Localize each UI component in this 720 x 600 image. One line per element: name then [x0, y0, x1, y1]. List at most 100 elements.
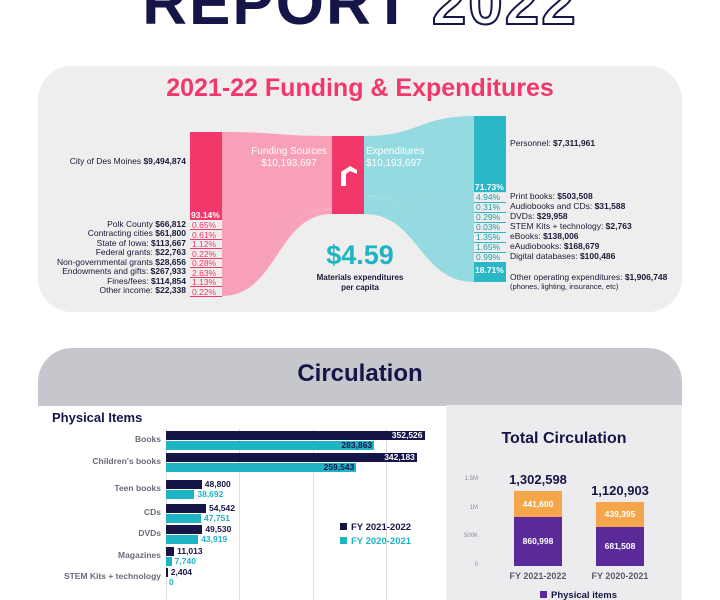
source-pct: 0.65% — [192, 220, 217, 230]
category-label: STEM Kits + technology — [63, 571, 161, 581]
category-label: Children's books — [92, 455, 161, 466]
source-name: Contracting cities — [87, 228, 156, 239]
report-title-solid: REPORT — [142, 0, 413, 38]
source-amount: $61,800 — [155, 228, 186, 239]
bar — [166, 490, 195, 499]
bar-value-label: 2,404 — [170, 567, 193, 577]
source-name: Polk County — [107, 218, 156, 229]
bar-value-label: 283,863 — [341, 440, 373, 450]
other-operating-bar — [474, 262, 506, 282]
grid-line — [239, 429, 241, 600]
expenditure-pct-underline — [474, 241, 506, 243]
stacked-bar-segment — [514, 516, 562, 566]
expenditure-pct: 4.94% — [476, 192, 501, 203]
bar-value-label: 54,542 — [208, 502, 235, 513]
expenditure-pct: 1.65% — [476, 242, 501, 253]
sankey-expenditure-flow — [364, 199, 474, 282]
legend-label: Physical items — [551, 590, 618, 600]
funding-title: 2021-22 Funding & Expenditures — [166, 74, 554, 102]
bar — [166, 480, 202, 489]
per-capita-label-2: per capita — [341, 283, 379, 292]
total-legend-item: Physical items — [540, 590, 617, 600]
source-amount: $28,656 — [155, 256, 186, 267]
sankey-expenditure-flow — [364, 116, 474, 193]
expenditure-pct-underline — [474, 201, 506, 203]
sankey-source-flow — [222, 209, 332, 239]
bar — [166, 452, 417, 462]
expenditure-label: Other operating expenditures: $1,906,748… — [510, 272, 667, 291]
per-capita-label-1: Materials expenditures — [316, 273, 404, 282]
source-name: Endowments and gifts: — [62, 266, 151, 277]
expenditure-pct-underline — [474, 221, 506, 223]
source-label: Endowments and gifts: $267,933 — [62, 266, 186, 276]
bar-value-label: 11,013 — [177, 545, 203, 556]
source-amount: $22,338 — [155, 285, 186, 296]
source-name: Non-governmental grants — [56, 256, 156, 267]
source-name: Fines/fees: — [107, 275, 152, 286]
bar-value-label: 259,543 — [323, 461, 355, 472]
source-label: Non-governmental grants $28,656 — [57, 257, 186, 267]
expenditure-name: DVDs: — [510, 211, 537, 222]
sankey-expenditure-flow — [364, 191, 474, 203]
source-pct: 1.12% — [192, 239, 217, 249]
source-pct-underline — [190, 229, 222, 230]
sankey-source-flow — [222, 210, 332, 277]
source-pct: 0.28% — [192, 258, 217, 268]
grid-line — [312, 429, 314, 600]
source-pct-underline — [190, 286, 222, 287]
sankey-expenditure-flow — [364, 197, 474, 253]
bar-value-label: 0 — [169, 577, 174, 587]
bar-value-label: 49,530 — [205, 524, 232, 534]
expenditure-name: eBooks: — [510, 231, 544, 242]
legend-label: FY 2021-2022 — [351, 522, 412, 533]
circulation-header — [38, 348, 682, 406]
bar — [166, 503, 206, 513]
expenditure-amount: $29,958 — [536, 211, 568, 222]
bar-value-label: 38,692 — [197, 489, 224, 499]
bar — [166, 513, 202, 523]
expenditure-label: Audiobooks and CDs: $31,588 — [510, 201, 625, 211]
source-label: City of Des Moines $9,494,874 — [70, 156, 186, 166]
expenditures-label: Expenditures — [366, 146, 425, 157]
source-name: State of Iowa: — [96, 237, 152, 248]
y-tick-label: 500K — [463, 533, 478, 540]
x-category-label: FY 2021-2022 — [509, 571, 567, 581]
report-title: REPORT 2022 — [0, 0, 720, 39]
category-label: CDs — [143, 506, 161, 517]
personnel-bar — [474, 116, 506, 193]
sankey-expenditure-flow — [364, 196, 474, 223]
source-name: Other income: — [99, 285, 156, 296]
sankey-source-flow — [222, 209, 332, 249]
expenditure-label: Digital databases: $100,486 — [510, 251, 615, 261]
source-label: Contracting cities $61,800 — [88, 228, 186, 238]
segment-value-label: 439,395 — [604, 509, 636, 520]
category-label: Magazines — [118, 549, 161, 560]
bar-value-label: 43,919 — [201, 534, 228, 544]
expenditure-name: Print books: — [510, 191, 558, 202]
bar — [166, 568, 168, 577]
source-pct-underline — [190, 276, 222, 278]
legend-item: FY 2020-2021 — [340, 536, 411, 547]
bar — [166, 546, 175, 556]
sankey-expenditure-flow — [364, 196, 474, 243]
source-label: Fines/fees: $114,854 — [107, 276, 186, 286]
expenditure-pct-underline — [474, 211, 506, 213]
source-name: Federal grants: — [95, 247, 156, 258]
expenditure-pct-underline — [474, 261, 506, 263]
expenditure-pct: 0.31% — [476, 202, 501, 213]
center-node — [332, 136, 364, 214]
sankey-source-flow — [222, 212, 332, 287]
expenditure-note: (phones, lighting, insurance, etc) — [510, 282, 619, 292]
report-title-year: 2022 — [431, 0, 578, 39]
bar-value-label: 7,740 — [174, 555, 196, 566]
sankey-source-flow — [222, 210, 332, 258]
source-name: City of Des Moines — [69, 156, 144, 166]
source-label: State of Iowa: $113,667 — [97, 238, 186, 248]
bar-value-label: 352,526 — [391, 430, 423, 440]
sankey-source-flow — [222, 132, 332, 220]
y-tick-label: 1M — [469, 504, 478, 511]
expenditure-label: STEM Kits + technology: $2,763 — [510, 221, 632, 231]
category-label: DVDs — [138, 528, 161, 538]
expenditure-label: Print books: $503,508 — [510, 191, 593, 201]
expenditure-pct: 18.71% — [475, 265, 504, 276]
